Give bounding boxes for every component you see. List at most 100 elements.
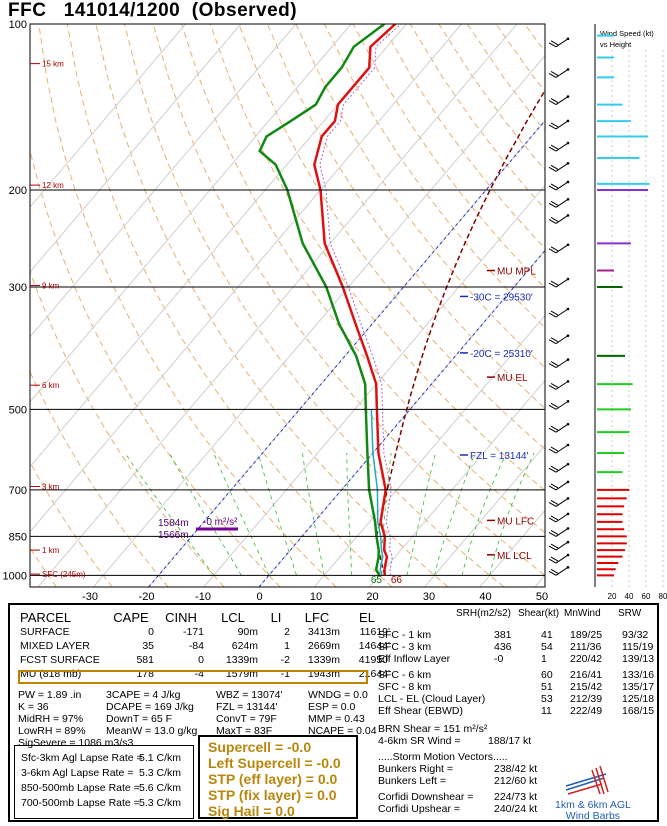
kinematics-row: SFC - 8 km 51 215/42 135/17 [378,681,656,693]
wind-profile-tick: 80 [659,592,667,600]
wind-barb-flag [550,465,559,471]
isotherm [479,509,545,587]
kinematics-value: 215/42 [570,681,603,693]
kinematics-value: 222/49 [570,705,603,717]
height-label: 3 km [42,482,60,491]
parcel-header: PARCEL [20,609,72,625]
wind-barb [548,119,570,130]
motion-label: Corfidi Downshear = [378,791,474,803]
lfc-header: LFC [304,609,330,625]
wind-barb-flag [548,282,557,288]
motion-label: BRN Shear = 151 m²/s² [378,723,488,735]
kinematics-row: LCL - EL (Cloud Layer) 53 212/39 125/18 [378,693,656,705]
pressure-label: 500 [9,404,27,416]
pressure-label: 300 [9,282,27,294]
isotherm [30,24,352,403]
wind-barb-shaft [555,481,569,491]
composite-index: Supercell = -0.0 [208,739,312,755]
wind-barb-flag [548,312,557,318]
wind-barb-flag [548,100,557,105]
parcel-row: SURFACE 0 -171 90m 2 3413m 11619' [18,625,392,639]
wind-barb [548,243,570,254]
kinematics-value: 133/16 [622,669,655,681]
moist-adiabat [489,452,535,576]
wind-barb-flag [548,485,557,491]
wind-barb-flag [548,570,557,576]
wind-barb [548,462,570,473]
kinematics-value: 135/17 [622,681,655,693]
barb-icon-stroke [599,765,609,793]
wind-barb-dot [566,197,570,201]
dry-adiabat [610,24,667,587]
wind-barb-dot [566,540,570,544]
index-value: ConvT = 79F [216,713,277,725]
motion-row: BRN Shear = 151 m²/s² [378,723,656,735]
wind-barb-dot [566,358,570,361]
index-value: MMP = 0.43 [308,713,365,725]
wind-barb [548,422,570,433]
motion-value: 224/73 kt [494,791,538,803]
indices-block: PW = 1.89 .in K = 36 MidRH = 97% LowRH = 89… [18,689,377,749]
li-header: LI [270,609,282,625]
dry-adiabat [209,24,545,492]
wind-barb-flag [550,216,559,222]
wind-barb-shaft [555,120,569,130]
height-label: SFC (245m) [42,570,86,579]
wind-barb-flag [548,185,557,191]
wind-barb-flag [548,218,557,224]
dry-adiabat [352,24,545,289]
wind-barb-shaft [555,335,569,345]
kinematics-value: 139/13 [622,653,655,665]
wind-profile-tick: 60 [642,592,651,600]
barb-legend-line2: Wind Barbs [565,810,621,822]
wind-barb-flag [548,531,557,537]
wind-barb-dot [566,141,570,145]
wind-barb [548,443,570,454]
motion-label: .....Storm Motion Vectors..... [378,751,508,763]
wind-barb-flag [550,246,559,252]
motion-row: Corfidi Downshear = 224/73 kt [378,791,656,803]
el-header: EL [359,609,375,625]
level-annotation: ML LCL [497,551,532,562]
wind-barb-dot [566,180,570,184]
level-annotation: MU MPL [497,267,536,278]
wind-barb-shaft [555,181,569,191]
wind-barb-flag [548,384,557,390]
wind-barb [548,180,570,191]
level-annotation: MU LFC [497,516,534,527]
isotherm [30,24,462,533]
index-value: WBZ = 13074' [216,689,283,701]
composite-index: Left Supercell = -0.0 [208,755,341,771]
moist-adiabat [406,452,436,576]
parcel-value: -1 [280,668,290,680]
dry-adiabat [409,24,545,210]
wind-barb-flag [548,166,557,172]
cape-header: CAPE [113,609,149,625]
pressure-label: 850 [9,531,27,543]
kinematics-row: SFC - 3 km 436 54 211/36 115/19 [378,641,656,653]
temperature-trace [313,24,397,576]
lapse-rate-value: 5.3 C/km [139,797,182,809]
index-value: MeanW = 13.0 g/kg [106,725,198,737]
pressure-label: 200 [9,185,27,197]
wind-barb [548,37,570,48]
wind-barb-flag [550,280,559,286]
wind-barb-shaft [555,278,569,288]
index-value: DownT = 65 F [106,713,173,725]
index-value: NCAPE = 0.04 [308,725,377,737]
kinematics-row: Eff Shear (EBWD) 11 222/49 168/15 [378,705,656,717]
parcel-value: 11619' [359,626,390,638]
parcel-name: MIXED LAYER [20,640,90,652]
kinematics-value: 216/41 [570,669,603,681]
barb-icon-stroke [567,783,603,795]
parcel-value: 41950' [358,654,390,666]
kinematics-value: 11 [541,705,552,717]
chart-title: FFC 141014/1200 (Observed) [8,0,297,22]
temperature-tick-label: 10 [310,591,322,600]
wind-barb-flag [548,339,557,345]
lapse-rate-label: 3-6km Agl Lapse Rate = [21,767,134,779]
isotherm [424,444,545,587]
wind-barb-flag [550,70,559,76]
wind-barb-shaft [555,142,569,152]
lapse-rate-value: 5.3 C/km [139,767,182,779]
